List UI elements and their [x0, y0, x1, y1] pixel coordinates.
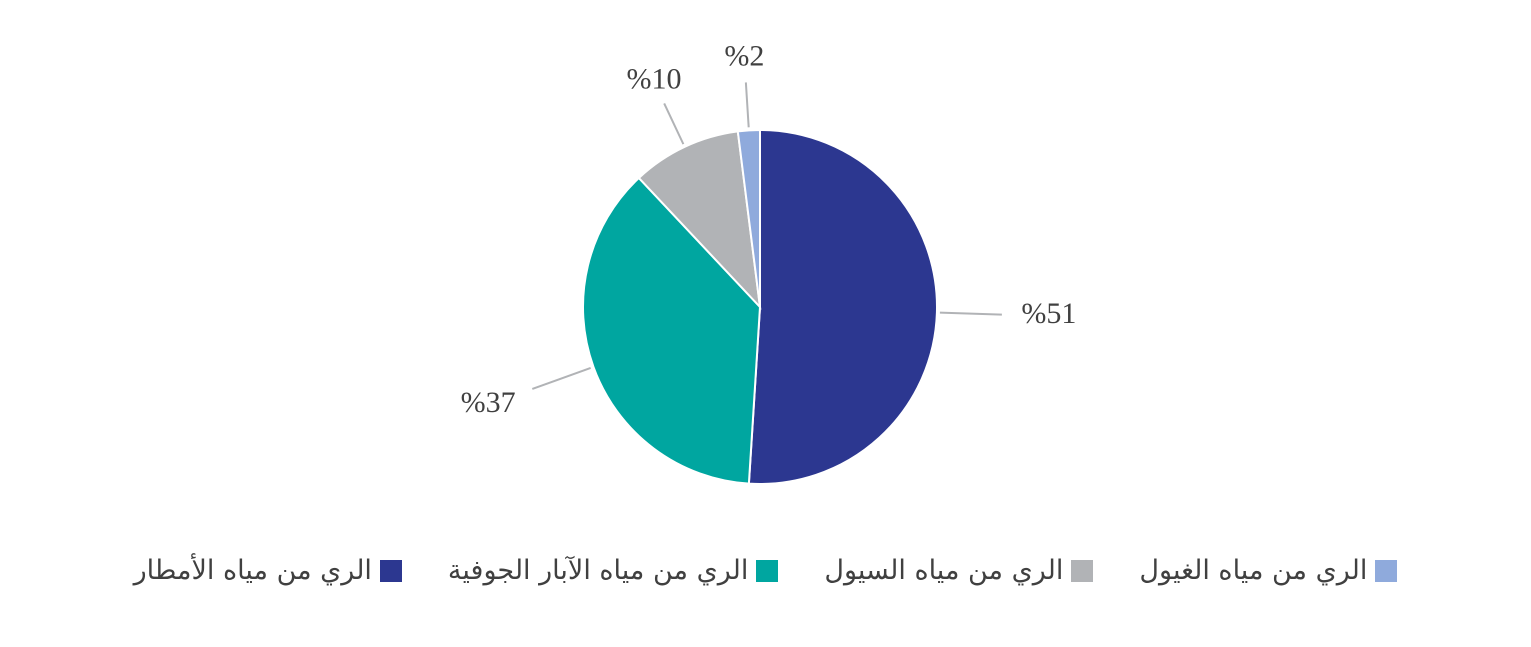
leader-line — [663, 102, 685, 145]
legend-swatch — [1071, 559, 1094, 582]
pie-slice — [747, 128, 938, 485]
legend-label: الري من مياه الآبار الجوفية — [447, 555, 749, 586]
chart: %51 %37 %10 %2 — [461, 39, 1076, 485]
data-label: %10 — [626, 63, 681, 96]
pie-slice — [637, 130, 762, 310]
legend: الري من مياه الأمطار الري من مياه الآبار … — [0, 555, 1531, 586]
leader-line — [939, 311, 1002, 316]
leader-line — [744, 82, 750, 128]
data-label: %51 — [1021, 297, 1076, 330]
legend-label: الري من مياه الأمطار — [133, 555, 372, 586]
legend-item: الري من مياه الأمطار — [134, 555, 402, 586]
legend-swatch — [756, 559, 779, 582]
legend-item: الري من مياه الغيول — [1139, 555, 1398, 586]
leader-line — [531, 367, 591, 390]
legend-label: الري من مياه الغيول — [1139, 555, 1368, 586]
pie-slice — [736, 128, 761, 308]
data-label: %2 — [724, 39, 764, 72]
legend-label: الري من مياه السيول — [824, 555, 1064, 586]
legend-swatch — [379, 559, 402, 582]
legend-item: الري من مياه الآبار الجوفية — [447, 555, 779, 586]
legend-item: الري من مياه السيول — [824, 555, 1094, 586]
pie-slice — [582, 176, 762, 485]
legend-swatch — [1375, 559, 1398, 582]
data-label: %37 — [461, 386, 516, 419]
